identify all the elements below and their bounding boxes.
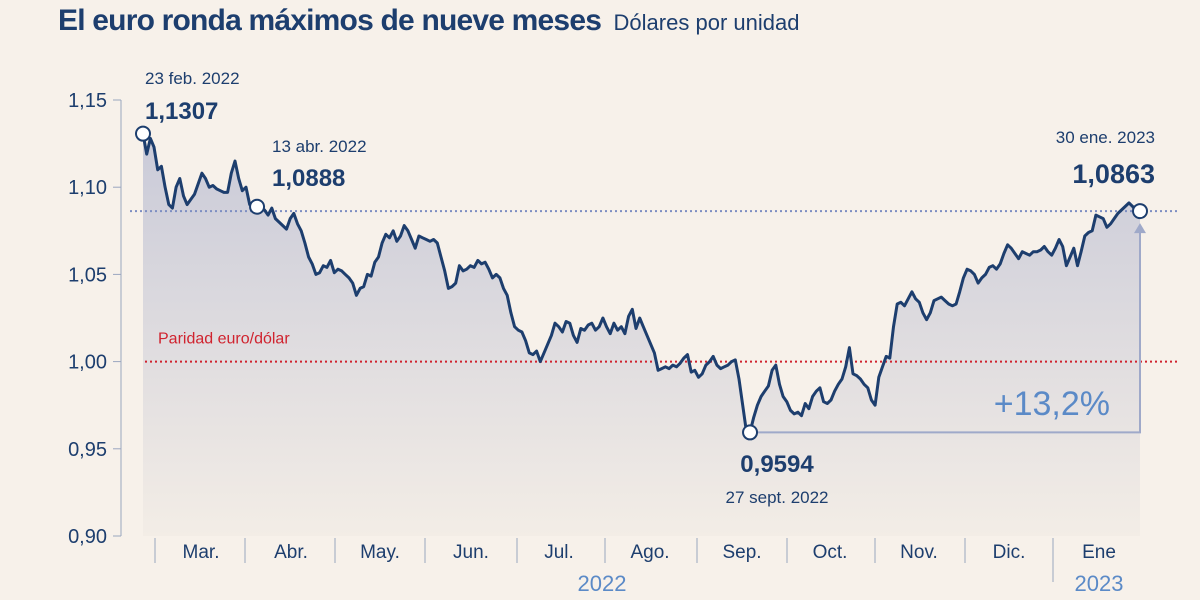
x-year-label: 2022 [578,571,627,596]
y-tick-label: 1,00 [68,352,107,374]
x-month-label: Sep. [722,542,761,563]
y-tick-label: 1,05 [68,264,107,286]
x-month-label: Nov. [900,542,938,563]
chart-subtitle: Dólares por unidad [613,10,800,35]
x-month-label: Ago. [630,542,669,563]
y-tick-label: 0,90 [68,526,107,548]
parity-label: Paridad euro/dólar [158,331,290,348]
x-month-label: Ene [1082,542,1116,563]
change-label: +13,2% [994,385,1110,423]
april-marker [249,198,266,215]
annotation-value: 0,9594 [740,451,814,478]
x-month-label: Jun. [453,542,489,563]
x-month-label: Dic. [993,542,1026,563]
end-marker [1132,203,1148,220]
y-tick-label: 1,10 [68,177,107,199]
chart-header: El euro ronda máximos de nueve meses Dól… [58,4,799,38]
y-tick-label: 0,95 [68,439,107,461]
annotation-value: 1,0863 [1072,159,1155,189]
x-month-label: Oct. [813,542,848,563]
annotation-value: 1,0888 [272,165,345,192]
annotation-date: 27 sept. 2022 [725,488,828,507]
eur-usd-line [141,133,1141,434]
change-bracket [758,227,1141,434]
minimum-marker [742,424,759,441]
x-year-label: 2023 [1075,571,1124,596]
x-month-label: Jul. [544,542,574,563]
area-fill [143,133,1140,536]
change-arrow-icon [1134,223,1146,234]
x-month-label: May. [360,542,400,563]
chart-title: El euro ronda máximos de nueve meses [58,4,602,37]
x-month-label: Abr. [274,542,308,563]
x-month-label: Mar. [183,542,220,563]
annotation-date: 13 abr. 2022 [272,137,367,156]
annotation-date: 30 ene. 2023 [1056,128,1155,147]
start-marker [135,125,151,142]
annotation-date: 23 feb. 2022 [145,69,240,88]
y-tick-label: 1,15 [68,90,107,112]
annotation-value: 1,1307 [145,98,218,125]
